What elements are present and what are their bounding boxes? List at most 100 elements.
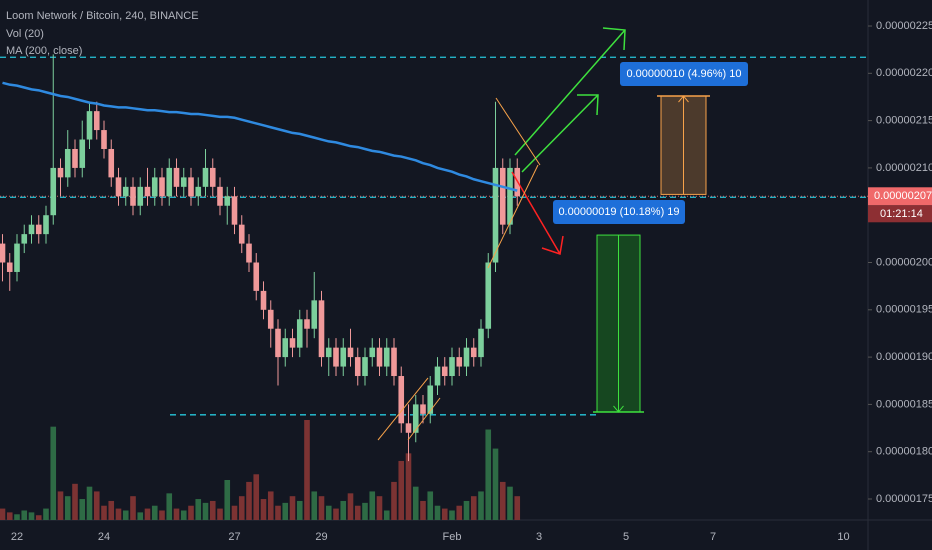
volume-bar: [173, 508, 180, 520]
countdown-bg: [868, 205, 932, 223]
candle-body: [238, 224, 245, 244]
y-tick-label: 0.00000195: [876, 304, 932, 316]
y-tick-label: 0.00000220: [876, 67, 932, 79]
candle-body: [449, 357, 455, 377]
x-tick-label: 5: [623, 531, 629, 543]
candle-body: [195, 186, 202, 197]
candle-body: [391, 347, 397, 377]
candle-body: [115, 177, 122, 197]
candle-body: [57, 167, 64, 178]
volume-bar: [166, 493, 173, 520]
candle-body: [347, 347, 354, 358]
volume-bar: [246, 481, 252, 520]
candle-body: [93, 111, 100, 131]
volume-bar: [57, 491, 64, 520]
volume-bar: [0, 508, 6, 520]
volume-bar: [21, 510, 28, 520]
volume-bar: [188, 505, 194, 520]
candle-body: [376, 347, 383, 367]
candle-body: [159, 177, 165, 197]
volume-bar: [427, 491, 434, 520]
volume-bar: [43, 508, 49, 520]
ma-legend: MA (200, close): [6, 45, 82, 57]
candle-body: [340, 347, 347, 367]
measure-label: 0.00000019 (10.18%) 19: [558, 206, 679, 218]
measure-label: 0.00000010 (4.96%) 10: [627, 68, 742, 80]
volume-bar: [478, 491, 484, 520]
x-tick-label: 3: [536, 531, 542, 543]
volume-bar: [492, 448, 499, 520]
candle-body: [21, 234, 28, 244]
volume-bar: [405, 453, 412, 520]
volume-bar: [449, 510, 455, 520]
volume-bar: [260, 499, 267, 520]
volume-bar: [108, 500, 115, 520]
trend-line: [377, 377, 429, 441]
volume-bar: [151, 505, 158, 520]
arrow-head: [577, 94, 599, 116]
candle-body: [202, 167, 209, 187]
plot: 0.00000175 0.00000180 0.00000185 0.00000190…: [0, 20, 932, 543]
candle-body: [79, 139, 86, 168]
arrow-head: [602, 27, 626, 51]
volume-legend: Vol (20): [6, 28, 44, 40]
volume-bar: [72, 483, 78, 520]
volume-bar: [296, 500, 303, 520]
volume-bar: [224, 480, 231, 520]
volume-bar: [289, 496, 296, 520]
candle-body: [43, 215, 49, 235]
volume-bar: [231, 505, 238, 520]
volume-bar: [325, 505, 332, 520]
candle-body: [325, 347, 332, 358]
x-tick-label: 10: [837, 531, 849, 543]
volume-bar: [14, 514, 20, 520]
candle-body: [311, 300, 318, 329]
candle-body: [50, 167, 57, 216]
volume-bar: [159, 510, 165, 520]
candle-body: [470, 347, 477, 358]
candle-body: [28, 224, 35, 235]
candle-body: [434, 366, 441, 386]
candle-body: [209, 167, 216, 187]
trend-line: [495, 97, 541, 166]
candle-body: [86, 111, 93, 140]
drawings: [377, 27, 626, 441]
arrow: [511, 171, 561, 255]
candle-body: [369, 347, 376, 358]
volume-bar: [311, 491, 318, 520]
measure-label-bg: [620, 62, 748, 86]
candle-body: [398, 376, 405, 424]
x-tick-label: 27: [228, 531, 240, 543]
volume-bar: [391, 481, 397, 520]
candle-body: [478, 328, 484, 358]
candle-body: [64, 148, 71, 178]
volume-bar: [50, 426, 57, 520]
volume-bar: [463, 500, 470, 520]
y-tick-label: 0.00000185: [876, 398, 932, 410]
volume-bar: [470, 496, 477, 520]
y-tick-label: 0.00000210: [876, 162, 932, 174]
arrow: [521, 94, 599, 173]
x-tick-label: 7: [710, 531, 716, 543]
volume-bar: [333, 508, 339, 520]
volume-bar: [86, 486, 93, 520]
volume-bar: [209, 500, 216, 520]
candle-body: [14, 243, 20, 272]
volume-bar: [340, 500, 347, 520]
candle-body: [304, 319, 310, 329]
candle-body: [246, 243, 252, 263]
volume-bar: [499, 481, 506, 520]
volume-bar: [130, 496, 136, 520]
candle-body: [318, 300, 325, 358]
last-price-label: 0.00000207: [874, 190, 932, 202]
arrow-head: [541, 235, 564, 255]
volume-bar: [28, 512, 35, 520]
volume-bar: [202, 502, 209, 520]
candle-body: [412, 404, 419, 433]
candle-body: [231, 196, 238, 225]
candle-body: [108, 148, 115, 178]
arrow: [514, 29, 626, 156]
measure-label-bg: [553, 200, 685, 224]
